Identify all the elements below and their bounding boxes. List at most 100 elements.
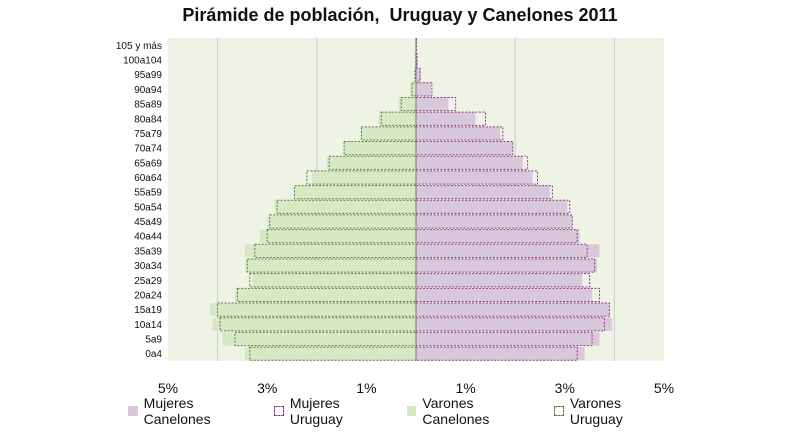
y-tick-label: 100a104 [123,56,162,67]
bar-mujeres-canelones [416,244,600,258]
y-tick-label: 75a79 [134,129,162,140]
bar-mujeres-canelones [416,229,580,243]
x-tick-label: 3% [257,380,277,396]
bar-mujeres-canelones [416,273,583,287]
y-tick-label: 10a14 [134,320,162,331]
bar-varones-canelones [311,170,416,185]
y-tick-label: 25a29 [134,276,162,287]
bar-mujeres-canelones [416,332,600,346]
legend-label: Varones Uruguay [569,395,623,427]
legend-item: Varones Uruguay [554,395,674,427]
bar-varones-canelones [210,303,416,317]
bar-mujeres-canelones [416,170,533,185]
bar-varones-canelones [378,112,416,126]
bar-varones-uruguay [254,243,417,258]
bar-varones-uruguay [234,331,417,347]
bar-mujeres-canelones [416,317,612,331]
bar-mujeres-canelones [416,141,513,155]
x-tick-label: 1% [455,380,475,396]
x-tick-label: 3% [555,380,575,396]
y-tick-label: 5a9 [145,334,162,345]
bar-mujeres-canelones [416,82,431,96]
legend-label: Varones Canelones [422,395,490,427]
bar-mujeres-uruguay [415,141,514,156]
bar-mujeres-uruguay [415,258,596,273]
y-tick-label: 45a49 [134,217,162,228]
bar-mujeres-canelones [416,200,568,214]
y-tick-label: 60a64 [134,173,162,184]
bar-varones-canelones [344,141,416,155]
bar-varones-canelones [326,156,416,170]
bar-varones-uruguay [380,111,417,126]
bar-mujeres-canelones [416,303,610,317]
bar-mujeres-canelones [416,68,421,82]
y-tick-label: 35a39 [134,246,162,257]
x-axis-labels: 5% 3% 1% 1% 3% 5% [158,380,674,396]
bar-varones-uruguay [236,287,417,303]
y-tick-label: 90a94 [134,85,162,96]
bar-varones-uruguay [293,185,417,200]
bar-varones-uruguay [328,155,417,170]
bar-mujeres-canelones [416,347,585,361]
bar-mujeres-canelones [416,258,598,273]
bar-mujeres-uruguay [415,82,433,97]
x-tick-label: 5% [654,380,674,396]
bar-varones-canelones [244,258,416,273]
y-tick-label: 85a89 [134,100,162,111]
y-tick-label: 0a4 [145,349,162,360]
bar-mujeres-canelones [416,156,523,170]
y-tick-label: 70a74 [134,144,162,155]
x-tick-label: 5% [158,380,178,396]
bar-varones-canelones [259,229,416,243]
legend-label: Mujeres Canelones [143,395,211,427]
y-tick-label: 105 y más [116,41,162,52]
bar-varones-canelones [267,214,416,229]
legend-item: Mujeres Canelones [128,395,260,427]
bar-varones-canelones [410,82,416,96]
y-tick-label: 55a59 [134,188,162,199]
bar-varones-canelones [361,126,416,141]
bar-varones-canelones [274,200,416,214]
bar-varones-uruguay [269,214,417,229]
bar-varones-canelones [234,288,416,302]
bar-varones-canelones [398,97,416,111]
y-tick-label: 95a99 [134,70,162,81]
legend-swatch [406,406,417,416]
bar-mujeres-canelones [416,97,449,111]
y-tick-label: 15a19 [134,305,162,316]
y-tick-label: 40a44 [134,232,162,243]
x-tick-label: 1% [356,380,376,396]
bar-mujeres-uruguay [415,185,553,200]
y-tick-label: 30a34 [134,261,162,272]
bar-mujeres-canelones [416,185,550,199]
bar-mujeres-uruguay [415,67,421,82]
legend-item: Varones Canelones [406,395,540,427]
legend-item: Mujeres Uruguay [274,395,393,427]
y-tick-label: 65a69 [134,158,162,169]
y-tick-label: 80a84 [134,114,162,125]
bars [210,38,612,361]
bar-mujeres-uruguay [415,273,591,288]
bar-mujeres-uruguay [415,346,578,361]
bar-mujeres-uruguay [415,214,573,229]
chart-title: Pirámide de población, Uruguay y Canelon… [182,5,618,25]
y-tick-label: 20a24 [134,290,162,301]
bar-varones-canelones [294,185,416,199]
bar-varones-canelones [212,317,416,331]
y-tick-label: 50a54 [134,202,162,213]
bar-varones-canelones [252,273,416,287]
legend-swatch [274,406,284,416]
bar-mujeres-canelones [416,288,593,302]
legend-swatch [554,406,564,416]
bar-varones-canelones [222,332,416,346]
bar-varones-canelones [244,347,416,361]
legend: Mujeres Canelones Mujeres Uruguay Varones … [128,395,688,427]
bar-mujeres-canelones [416,126,501,141]
bar-varones-canelones [244,244,416,258]
legend-label: Mujeres Uruguay [289,395,343,427]
y-axis-labels: 0a4 5a9 10a14 15a19 20a24 25a29 30a34 35a39 40a4… [116,41,163,360]
bar-mujeres-canelones [416,112,476,126]
legend-swatch [128,406,138,416]
bar-mujeres-uruguay [415,229,578,244]
